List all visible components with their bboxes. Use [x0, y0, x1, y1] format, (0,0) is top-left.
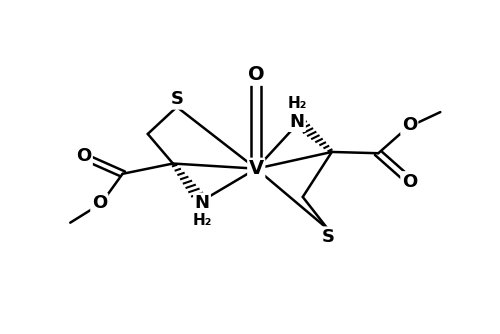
Text: N: N [290, 113, 304, 131]
Text: O: O [402, 173, 417, 190]
Text: S: S [170, 90, 183, 108]
Text: N: N [194, 194, 210, 212]
Text: H₂: H₂ [192, 213, 212, 228]
Text: V: V [248, 159, 264, 178]
Text: O: O [248, 65, 264, 84]
Text: O: O [92, 194, 107, 212]
Text: H₂: H₂ [287, 96, 306, 111]
Text: O: O [402, 116, 417, 134]
Text: S: S [322, 228, 334, 246]
Text: O: O [76, 147, 92, 165]
